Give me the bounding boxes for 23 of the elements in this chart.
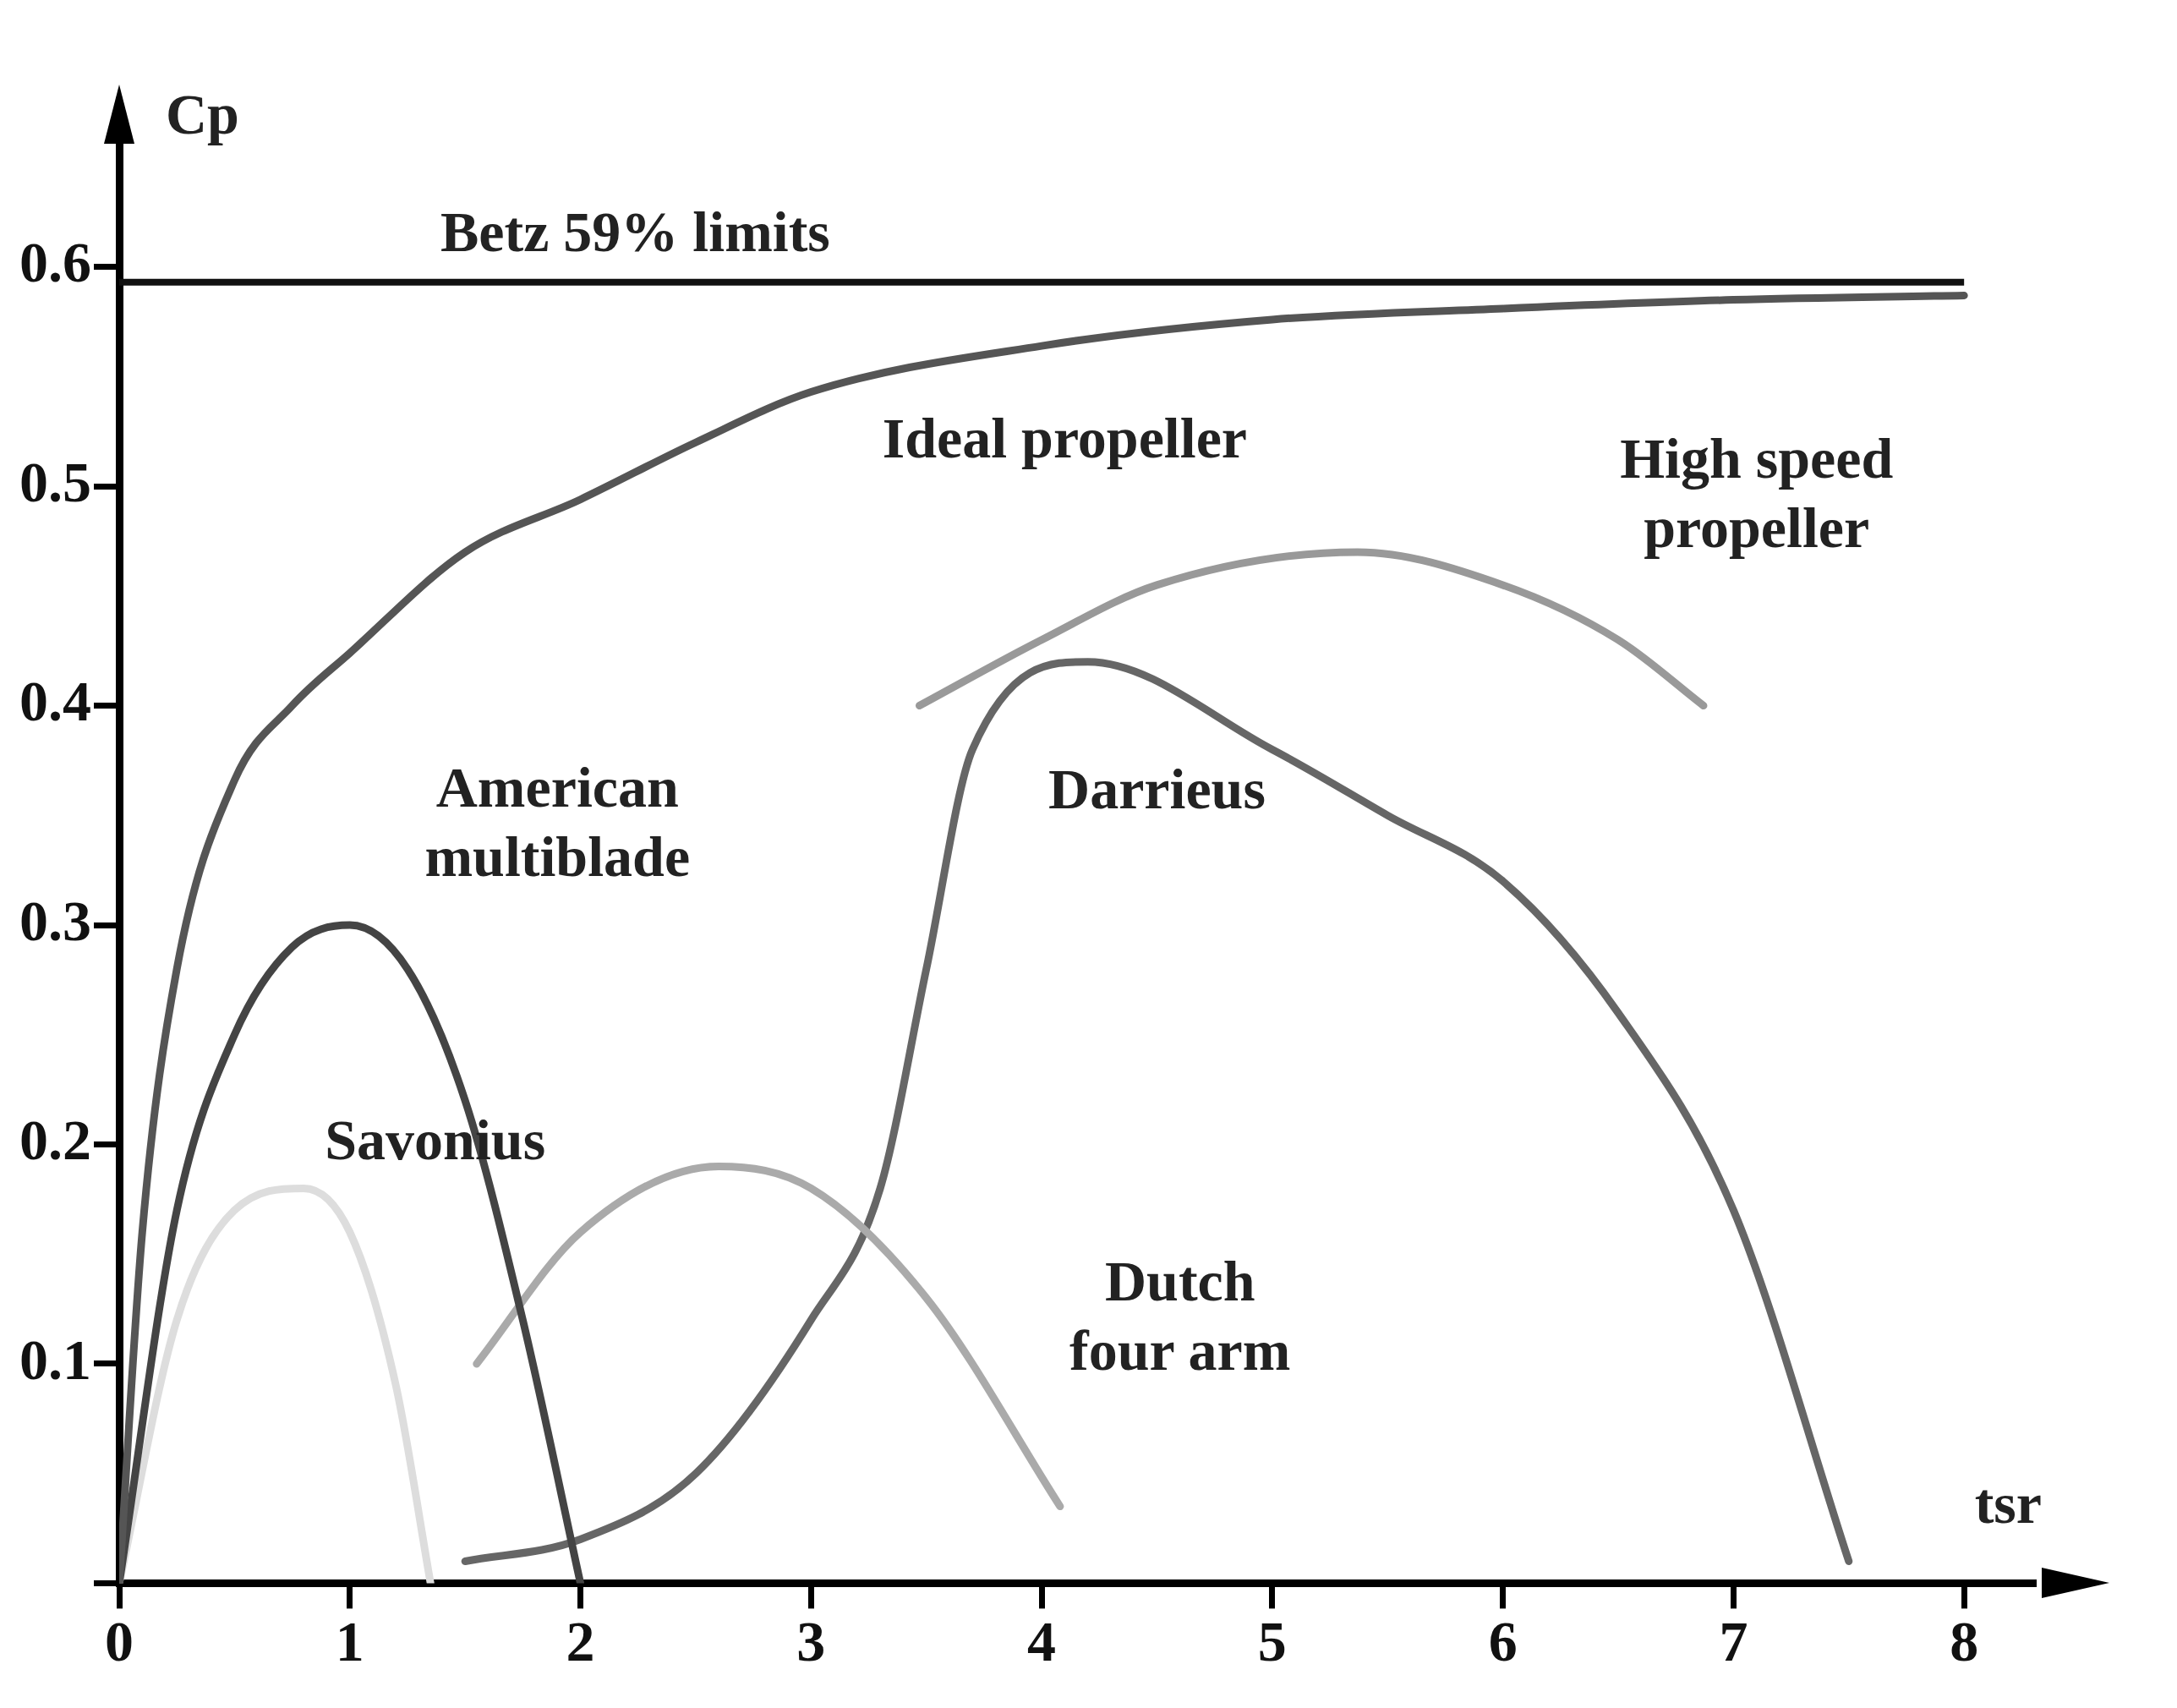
series-label: American multiblade xyxy=(424,754,691,889)
x-tick-label: 8 xyxy=(1950,1608,1979,1673)
series-label: Dutch four arm xyxy=(1069,1248,1291,1382)
y-tick-label: 0.4 xyxy=(19,669,91,734)
y-tick-label: 0.1 xyxy=(19,1327,91,1392)
y-tick-label: 0.5 xyxy=(19,449,91,514)
ref-line-label: Betz 59% limits xyxy=(440,200,830,265)
x-tick-label: 3 xyxy=(796,1608,826,1673)
x-tick-label: 4 xyxy=(1027,1608,1057,1673)
y-tick-label: 0.3 xyxy=(19,888,91,953)
x-tick-label: 6 xyxy=(1488,1608,1518,1673)
y-tick-label: 0.2 xyxy=(19,1108,91,1173)
x-tick-label: 5 xyxy=(1257,1608,1287,1673)
x-tick-label: 0 xyxy=(105,1608,134,1673)
x-tick-label: 1 xyxy=(335,1608,364,1673)
series-label: Ideal propeller xyxy=(882,405,1247,470)
x-axis-title: tsr xyxy=(1974,1470,2042,1536)
y-tick-label: 0.6 xyxy=(19,230,91,295)
series-label: High speed propeller xyxy=(1620,425,1894,560)
x-tick-label: 7 xyxy=(1719,1608,1748,1673)
series-label: Darrieus xyxy=(1048,756,1266,821)
x-tick-label: 2 xyxy=(566,1608,595,1673)
y-axis-title: Cp xyxy=(166,81,239,146)
